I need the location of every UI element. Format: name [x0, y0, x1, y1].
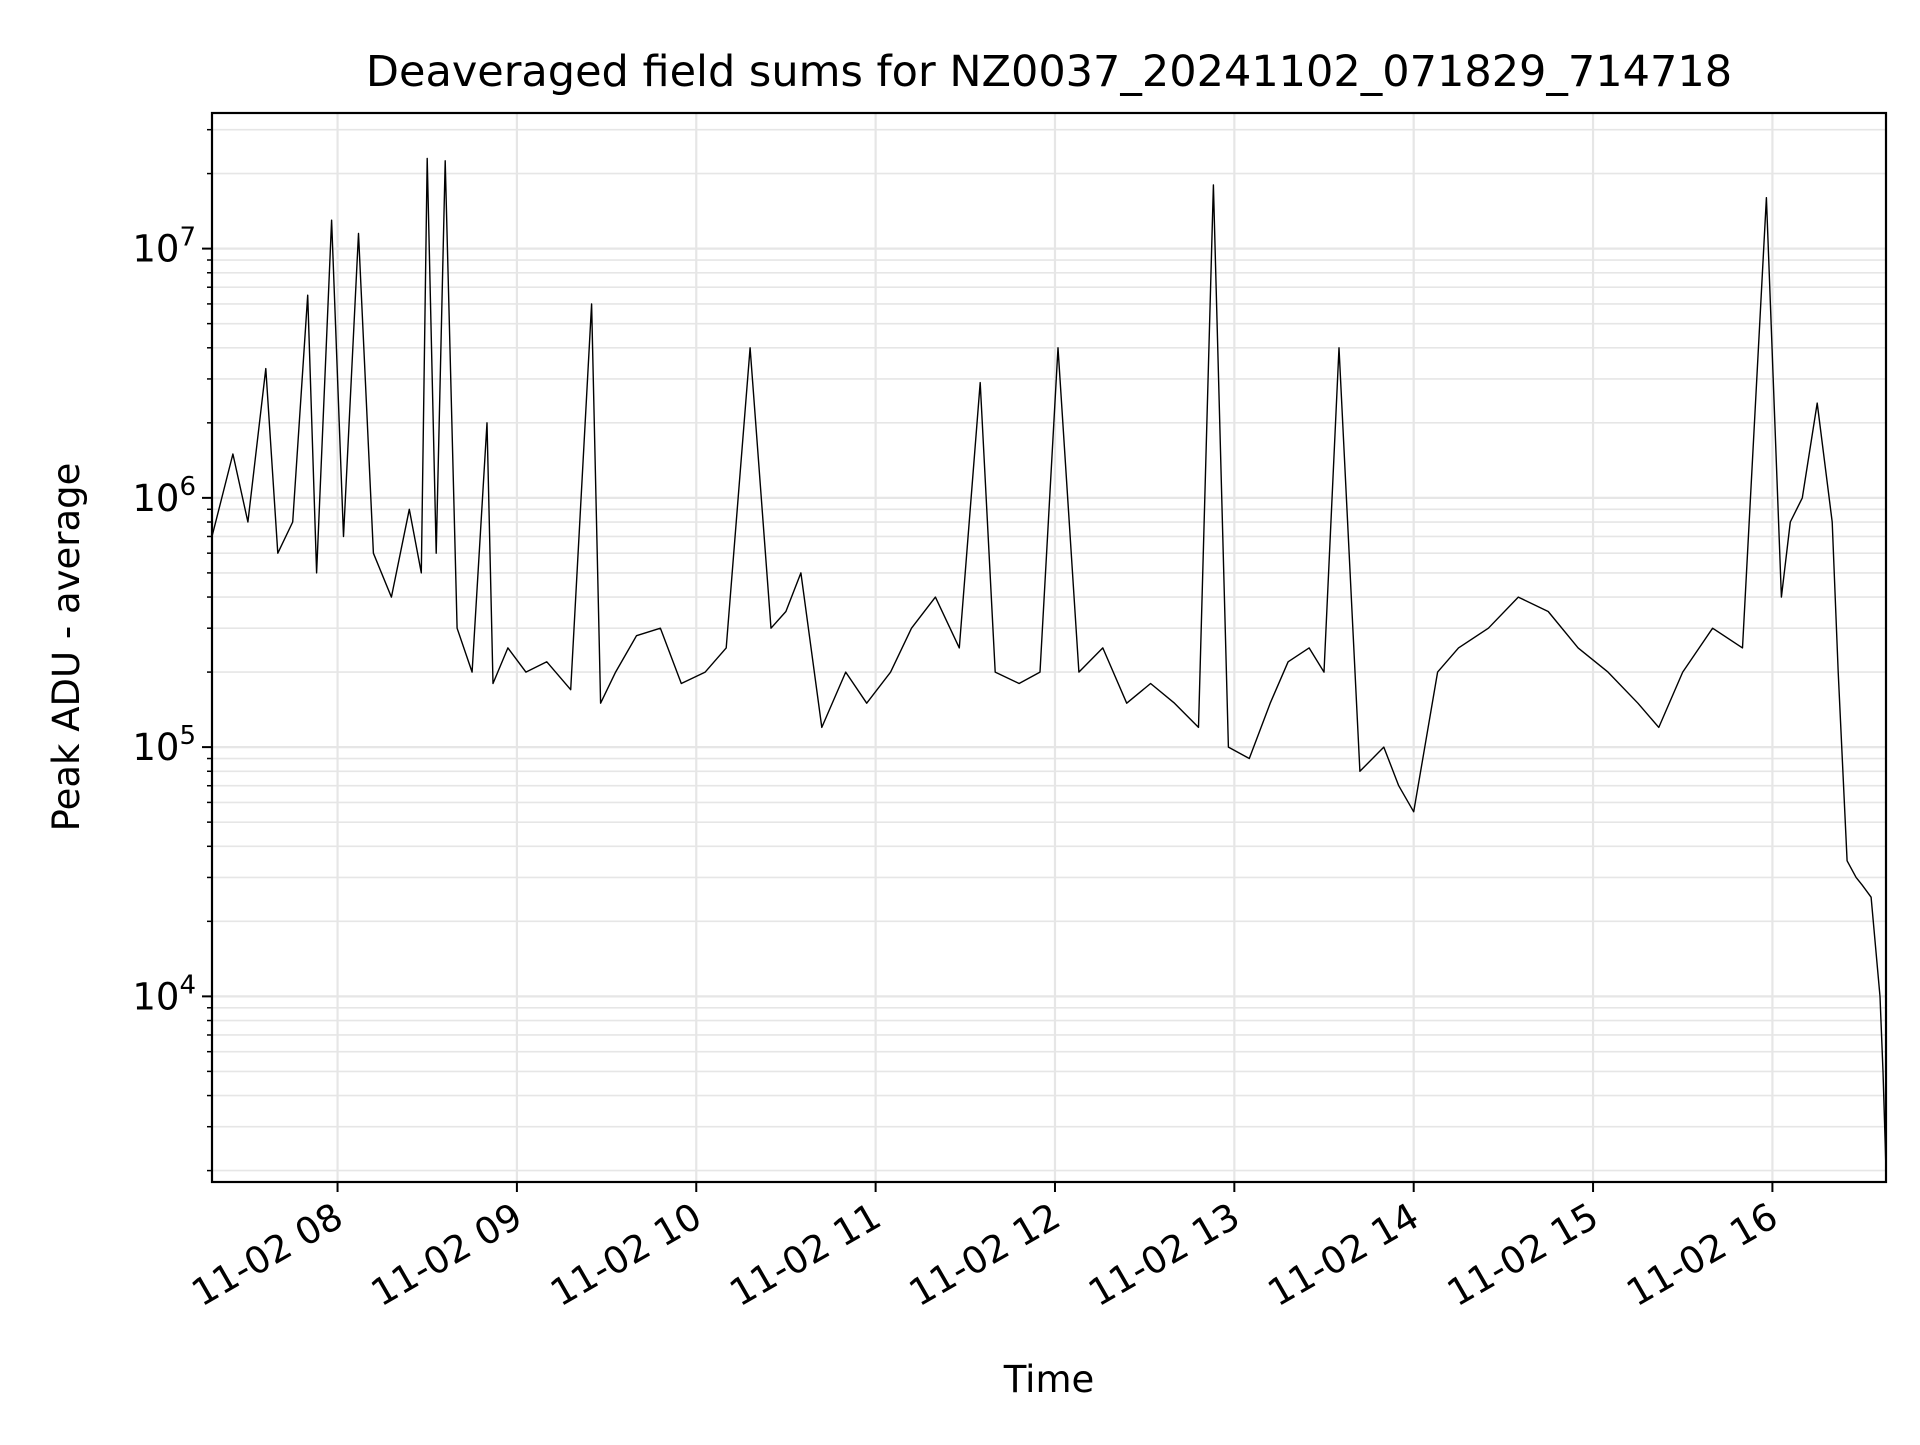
plot-frame — [210, 111, 1888, 1184]
y-tick-label: 107 — [132, 223, 196, 271]
y-tick-label: 104 — [132, 970, 196, 1018]
y-tick-base: 10 — [132, 228, 179, 271]
y-tick-base: 10 — [132, 726, 179, 769]
series-line — [211, 157, 1887, 1171]
x-axis-label: Time — [1003, 1358, 1095, 1401]
grid-layer — [212, 113, 1886, 1182]
chart-title: Deaveraged field sums for NZ0037_2024110… — [366, 47, 1732, 97]
y-tick-base: 10 — [132, 477, 179, 520]
y-tick-exponent: 5 — [179, 721, 196, 751]
y-tick-label: 106 — [132, 472, 196, 520]
series-layer — [211, 157, 1887, 1171]
y-tick-exponent: 4 — [179, 970, 196, 1000]
y-axis-label: Peak ADU - average — [45, 463, 88, 832]
y-tick-label: 105 — [132, 721, 196, 769]
y-tick-exponent: 6 — [179, 472, 196, 502]
y-tick-exponent: 7 — [179, 223, 196, 253]
y-tick-base: 10 — [132, 975, 179, 1018]
